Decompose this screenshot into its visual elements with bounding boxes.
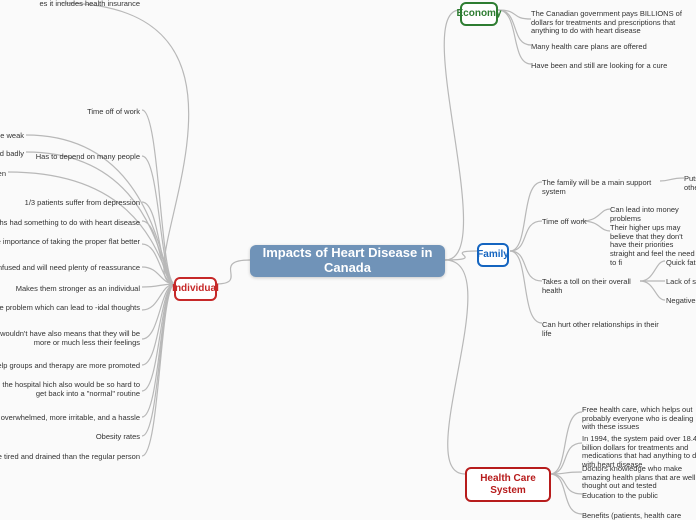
leaf-hc-doctors: Doctors knowledge who make amazing healt… xyxy=(582,465,696,491)
leaf-ind-tired: el tired, overwhelmed, more irritable, a… xyxy=(0,414,140,423)
leaf-fam-toll: Takes a toll on their overall health xyxy=(542,278,642,295)
leaf-fam-hurt: Can hurt other relationships in their li… xyxy=(542,321,662,338)
leaf-ind-depress: 1/3 patients suffer from depression xyxy=(0,199,140,208)
leaf-fam-puts: Puts others xyxy=(684,175,696,192)
leaf-ind-notice: notice more things that they wouldn't ha… xyxy=(0,330,140,347)
leaf-ind-cope: ope with going from home to the hospital… xyxy=(0,381,140,398)
leaf-ind-suicidal: feel like they are the problem which can… xyxy=(0,304,140,313)
leaf-ind-en: en xyxy=(0,170,6,179)
leaf-ind-stronger: Makes them stronger as an individual xyxy=(0,285,140,294)
leaf-fam-lack: Lack of sl xyxy=(666,278,696,287)
branch-healthcare[interactable]: Health Care System xyxy=(465,467,551,502)
leaf-ind-therapy: Help groups and therapy are more promote… xyxy=(0,362,140,371)
leaf-econ-insurance-cut: es it includes health insurance xyxy=(0,0,140,9)
leaf-hc-free: Free health care, which helps out probab… xyxy=(582,406,696,432)
leaf-fam-neg: Negative m xyxy=(666,297,696,306)
mindmap-canvas: Impacts of Heart Disease in Canada Econo… xyxy=(0,0,696,520)
branch-economy[interactable]: Economy xyxy=(460,2,498,26)
branch-individual[interactable]: Individual xyxy=(174,277,217,301)
leaf-fam-timeoff: Time off work xyxy=(542,218,592,227)
branch-family[interactable]: Family xyxy=(477,243,509,267)
leaf-ind-timeoff: Time off of work xyxy=(0,108,140,117)
leaf-ind-deaths: o of deaths had something to do with hea… xyxy=(0,219,140,228)
leaf-ind-devalue: or devalue the importance of taking the … xyxy=(0,238,140,247)
leaf-fam-money: Can lead into money problems xyxy=(610,206,696,223)
leaf-hc-benefits: Benefits (patients, health care provider… xyxy=(582,512,696,520)
leaf-econ-cure: Have been and still are looking for a cu… xyxy=(531,62,696,71)
leaf-ind-moretired: More tired and drained than the regular … xyxy=(0,453,140,462)
leaf-fam-support: The family will be a main support system xyxy=(542,179,662,196)
leaf-ind-weak: ee weak xyxy=(0,132,24,141)
leaf-ind-confused: very confused and will need plenty of re… xyxy=(0,264,140,273)
root-node[interactable]: Impacts of Heart Disease in Canada xyxy=(250,245,445,277)
leaf-econ-billions: The Canadian government pays BILLIONS of… xyxy=(531,10,696,36)
leaf-fam-quick: Quick fat xyxy=(666,259,696,268)
leaf-ind-depend: Has to depend on many people xyxy=(0,153,140,162)
leaf-hc-edu: Education to the public xyxy=(582,492,696,501)
leaf-econ-plans: Many health care plans are offered xyxy=(531,43,696,52)
leaf-ind-obesity: Obesity rates xyxy=(0,433,140,442)
